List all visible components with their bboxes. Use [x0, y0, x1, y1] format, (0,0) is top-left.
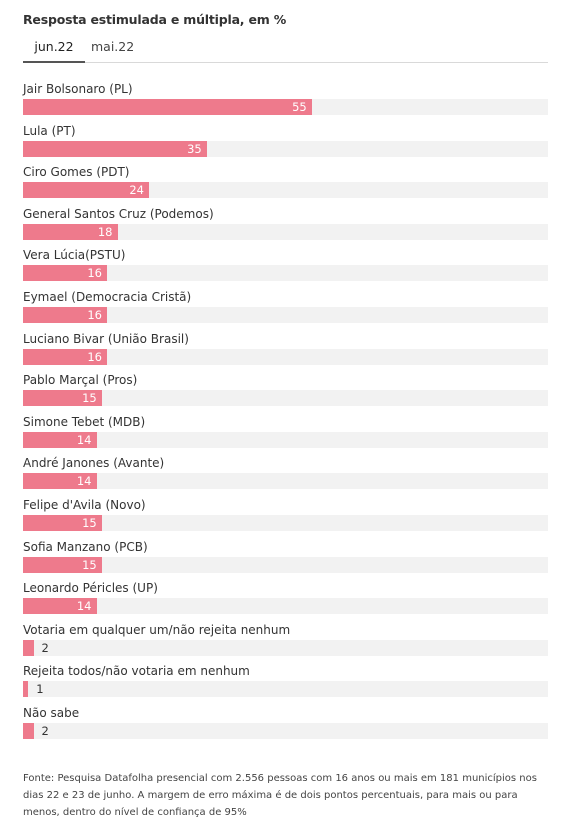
data-label: 14: [76, 432, 92, 447]
bar-row: Votaria em qualquer um/não rejeita nenhu…: [23, 621, 548, 661]
bar-track: 15: [23, 515, 548, 531]
data-label: 1: [36, 682, 44, 697]
bar-row: Felipe d'Avila (Novo) 15: [23, 496, 548, 536]
bar-track: 55: [23, 99, 548, 115]
bar-row: Não sabe 2: [23, 704, 548, 744]
category-label: Leonardo Péricles (UP): [23, 581, 158, 596]
bar: [23, 182, 149, 199]
category-label: Jair Bolsonaro (PL): [23, 82, 133, 96]
bar-row: Rejeita todos/não votaria em nenhum 1: [23, 662, 548, 702]
data-label: 2: [41, 724, 49, 738]
category-label: Felipe d'Avila (Novo): [23, 498, 146, 512]
bar: [23, 723, 34, 739]
bar: [23, 265, 107, 282]
category-label: Simone Tebet (MDB): [23, 414, 146, 429]
data-label: 14: [76, 474, 92, 489]
bar-row: General Santos Cruz (Podemos) 18: [23, 205, 548, 245]
category-label: André Janones (Avante): [23, 456, 165, 471]
bar: [23, 390, 102, 407]
category-label: Pablo Marçal (Pros): [23, 373, 138, 388]
category-label: General Santos Cruz (Podemos): [23, 206, 214, 221]
category-label: Luciano Bivar (União Brasil): [23, 331, 189, 346]
data-label: 55: [292, 100, 307, 114]
bar-track: 2: [23, 639, 548, 656]
bar-track: 24: [23, 182, 548, 199]
data-label: 18: [97, 224, 113, 239]
bar-row: Vera Lúcia(PSTU) 16: [23, 246, 548, 286]
bar: [23, 140, 207, 157]
bar-track: 16: [23, 307, 548, 323]
bar: [23, 431, 97, 448]
data-label: 16: [87, 308, 102, 322]
data-label: 2: [41, 640, 49, 655]
data-label: 24: [129, 183, 144, 198]
bar: [23, 598, 97, 615]
bar: [23, 99, 312, 115]
bar: [23, 473, 97, 490]
period-tabs: jun.22 mai.22: [23, 39, 548, 63]
tab-jun-22[interactable]: jun.22: [23, 39, 85, 63]
data-label: 14: [76, 599, 92, 614]
bar-row: Jair Bolsonaro (PL) 55: [23, 80, 548, 120]
tab-mai-22[interactable]: mai.22: [91, 39, 135, 54]
data-label: 35: [187, 141, 202, 156]
bar-row: Leonardo Péricles (UP) 14: [23, 579, 548, 619]
category-label: Vera Lúcia(PSTU): [23, 248, 126, 263]
data-label: 15: [82, 391, 97, 406]
bar: [23, 307, 107, 323]
bar-row: Luciano Bivar (União Brasil) 16: [23, 330, 548, 370]
bar: [23, 639, 34, 656]
bar-row: Sofia Manzano (PCB) 15: [23, 538, 548, 578]
bar-track: 1: [23, 681, 548, 698]
bar-row: Ciro Gomes (PDT) 24: [23, 163, 548, 203]
bar-row: Pablo Marçal (Pros) 15: [23, 371, 548, 411]
category-label: Ciro Gomes (PDT): [23, 165, 130, 180]
chart-title: Resposta estimulada e múltipla, em %: [23, 12, 287, 27]
bar: [23, 681, 29, 698]
bar-track: 35: [23, 140, 548, 157]
bar-track: 14: [23, 598, 548, 615]
data-label: 16: [87, 349, 102, 364]
bar-track: 14: [23, 473, 548, 490]
bar-row: Lula (PT) 35: [23, 122, 548, 162]
source-note: Fonte: Pesquisa Datafolha presencial com…: [23, 773, 537, 818]
data-label: 16: [87, 266, 102, 281]
bar-row: Eymael (Democracia Cristã) 16: [23, 288, 548, 328]
bar: [23, 223, 118, 240]
category-label: Rejeita todos/não votaria em nenhum: [23, 664, 250, 679]
bar-row: Simone Tebet (MDB) 14: [23, 413, 548, 453]
bar-row: André Janones (Avante) 14: [23, 454, 548, 494]
bar-track: 15: [23, 556, 548, 573]
category-label: Eymael (Democracia Cristã): [23, 290, 192, 304]
bar-track: 15: [23, 390, 548, 407]
data-label: 15: [82, 516, 97, 530]
bar-track: 16: [23, 348, 548, 365]
category-label: Não sabe: [23, 706, 80, 720]
bar: [23, 515, 102, 531]
bar-track: 2: [23, 723, 548, 739]
category-label: Sofia Manzano (PCB): [23, 539, 148, 554]
category-label: Lula (PT): [23, 123, 76, 138]
data-label: 15: [82, 557, 97, 572]
category-label: Votaria em qualquer um/não rejeita nenhu…: [23, 622, 291, 637]
bar-track: 14: [23, 431, 548, 448]
bar: [23, 348, 107, 365]
bar-track: 16: [23, 265, 548, 282]
bar-track: 18: [23, 223, 548, 240]
bar: [23, 556, 102, 573]
